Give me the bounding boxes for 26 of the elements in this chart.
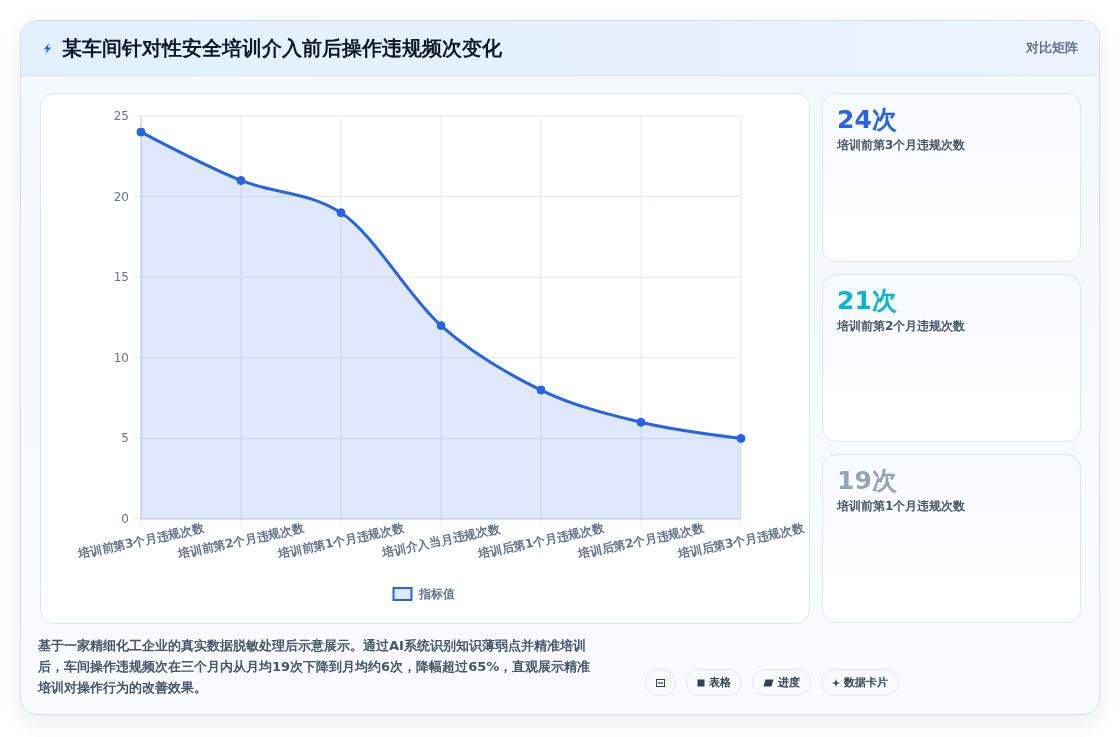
chart-title: 某车间针对性安全培训介入前后操作违规频次变化 [62, 36, 502, 60]
text: 21次 [837, 285, 897, 315]
legend-label: 指标值 [417, 587, 455, 601]
point [336, 208, 346, 218]
y-tick-label: 15 [113, 270, 129, 285]
text: 培训前第1个月违规次数 [837, 499, 966, 514]
y-tick-label: 0 [121, 512, 129, 526]
y-tick-label: 5 [121, 431, 129, 446]
y-tick-label: 20 [113, 189, 129, 204]
text: 数据卡片 [844, 675, 888, 690]
text: 培训前第2个月违规次数 [837, 318, 966, 333]
text: 24次 [837, 105, 897, 134]
point [136, 127, 146, 137]
point [636, 417, 646, 427]
y-tick-label: 25 [113, 109, 129, 123]
text: 进度 [778, 675, 800, 690]
text: 培训前第3个月违规次数 [837, 138, 966, 152]
text: 对比矩阵 [1026, 40, 1078, 55]
text: 19次 [837, 466, 897, 496]
text: 表格 [709, 675, 731, 690]
y-tick-label: 10 [113, 350, 129, 365]
text: 基于一家精细化工企业的真实数据脱敏处理后示意展示。通过AI系统识别知识薄弱点并精准培训后，车间操作违规频次在三个月内从月均19次下降到月均约6次，降幅超过65%，直观展示精准培训对操作行为的改善效果。 [38, 638, 591, 695]
point [736, 433, 746, 443]
point [236, 175, 246, 185]
point [436, 321, 446, 331]
point [536, 385, 546, 395]
